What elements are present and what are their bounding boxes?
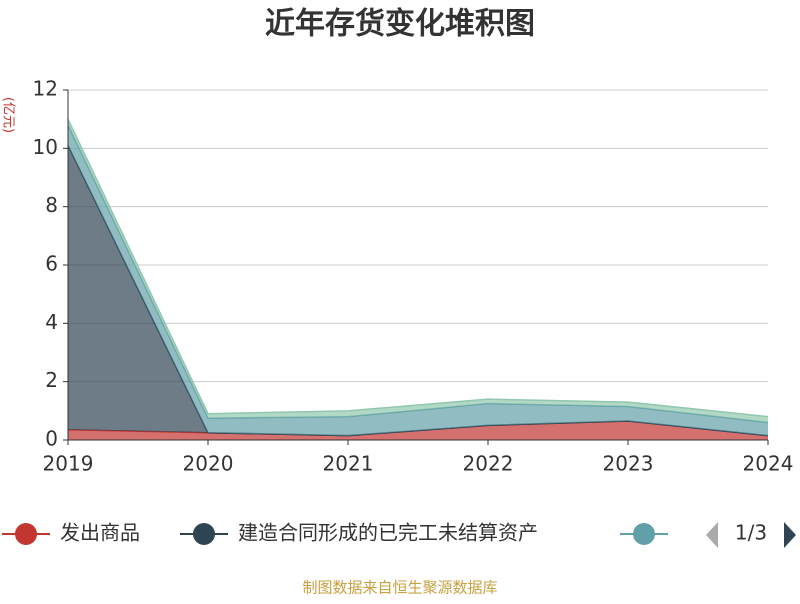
legend-prev[interactable] (706, 522, 718, 548)
area (68, 421, 768, 440)
legend-icon (633, 523, 655, 545)
y-tick-label: 12 (33, 77, 58, 101)
legend-label: 发出商品 (60, 521, 140, 545)
area-line (67, 118, 769, 418)
y-tick-label: 8 (45, 193, 58, 217)
x-tick-label: 2024 (743, 452, 794, 476)
y-tick-label: 4 (45, 310, 58, 334)
source-note: 制图数据来自恒生聚源数据库 (302, 579, 497, 597)
x-tick-label: 2019 (43, 452, 94, 476)
y-axis-label: (亿元) (1, 97, 16, 133)
x-tick-label: 2020 (183, 452, 234, 476)
legend-next[interactable] (784, 522, 796, 548)
area (68, 145, 768, 436)
y-tick-label: 2 (45, 368, 58, 392)
legend-label: 建造合同形成的已完工未结算资产 (238, 521, 538, 545)
legend-icon (15, 523, 37, 545)
y-tick-label: 0 (45, 427, 58, 451)
legend-page: 1/3 (735, 521, 767, 545)
chart-title: 近年存货变化堆积图 (265, 7, 535, 42)
legend-icon (193, 523, 215, 545)
x-tick-label: 2023 (603, 452, 654, 476)
x-tick-label: 2022 (463, 452, 514, 476)
x-tick-label: 2021 (323, 452, 374, 476)
y-tick-label: 6 (45, 252, 58, 276)
y-tick-label: 10 (33, 135, 58, 159)
